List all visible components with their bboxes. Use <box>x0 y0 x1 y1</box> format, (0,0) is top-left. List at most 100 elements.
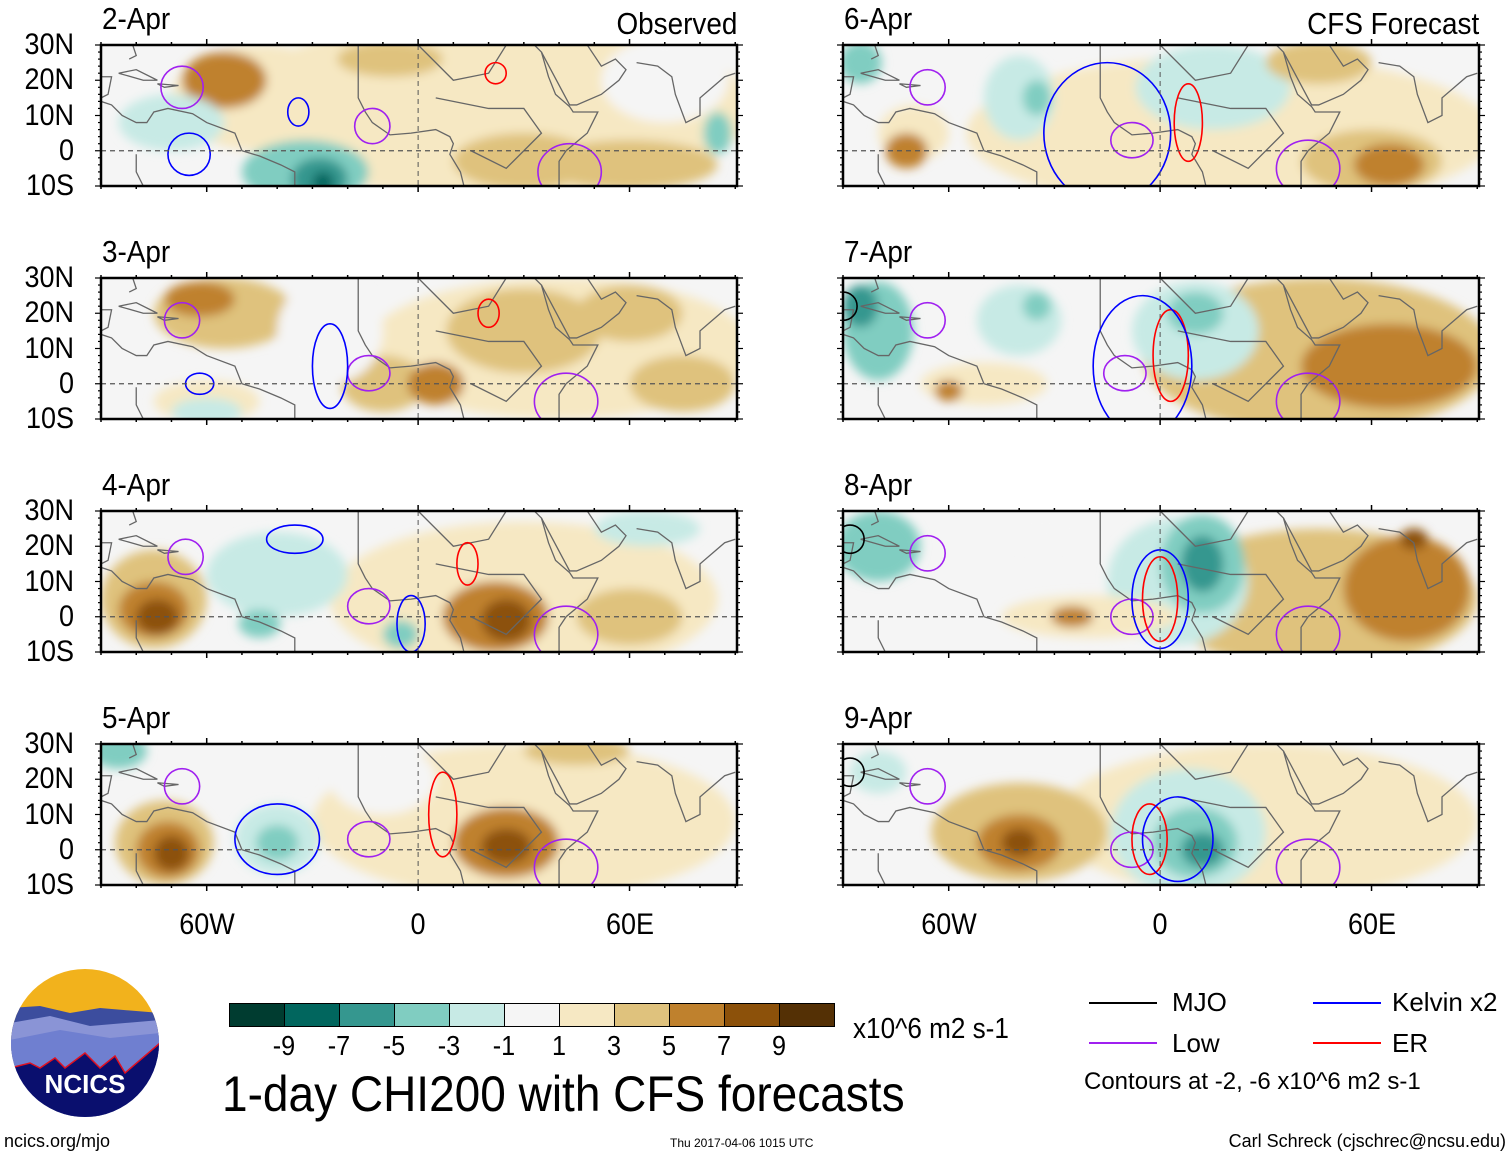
coastline <box>101 100 296 186</box>
coastline <box>540 744 627 805</box>
anomaly-region <box>1022 292 1051 321</box>
coastline <box>1159 278 1249 314</box>
coastline <box>1378 760 1478 823</box>
coastline <box>357 45 465 186</box>
anomaly-region <box>843 45 882 84</box>
coastline <box>435 330 543 403</box>
coastline <box>1099 744 1207 885</box>
lat-tick-label: 0 <box>58 599 74 633</box>
coastline <box>533 45 599 186</box>
anomaly-region <box>291 157 348 186</box>
coastline <box>843 309 855 332</box>
anomaly-map <box>95 738 743 891</box>
colorbar-swatch <box>340 1004 395 1026</box>
anomaly-region <box>976 285 1062 356</box>
coastline <box>435 563 543 636</box>
anomaly-region <box>1001 828 1037 857</box>
coastline <box>101 542 113 565</box>
coastline <box>870 45 880 60</box>
coastline <box>101 799 296 885</box>
coastline <box>1177 563 1285 636</box>
coastline <box>533 278 599 419</box>
coastline <box>843 333 1038 419</box>
timestamp: Thu 2017-04-06 1015 UTC <box>670 1136 814 1150</box>
anomaly-region <box>594 511 701 547</box>
er-contour <box>1131 803 1168 876</box>
anomaly-region <box>843 511 921 582</box>
anomaly-region <box>481 599 531 642</box>
anomaly-map <box>95 505 743 658</box>
lat-tick-label: 10N <box>24 98 74 132</box>
panel-frame <box>841 43 1481 188</box>
anomaly-region <box>523 744 630 766</box>
colorbar-swatch <box>395 1004 450 1026</box>
anomaly-region <box>934 380 963 402</box>
anomaly-map <box>837 738 1485 891</box>
colorbar-tick-label: 7 <box>716 1030 732 1061</box>
coastline <box>357 744 465 885</box>
colorbar-swatch <box>615 1004 670 1026</box>
coastline <box>877 620 886 652</box>
er-contour <box>1152 308 1190 403</box>
anomaly-region <box>206 532 348 617</box>
low-contour <box>1275 605 1341 652</box>
coastline <box>357 511 465 652</box>
panel-frame <box>841 742 1481 887</box>
er-legend-line <box>1313 1042 1381 1044</box>
coastline <box>118 767 158 780</box>
anomaly-region <box>983 55 1055 141</box>
cfs-forecast-label: CFS Forecast <box>1306 6 1479 41</box>
low-legend-line <box>1089 1042 1157 1044</box>
coastline <box>1275 45 1341 186</box>
lon-tick-label: 60E <box>1347 908 1396 941</box>
contours-note: Contours at -2, -6 x10^6 m2 s-1 <box>1084 1068 1421 1095</box>
low-contour <box>163 767 201 805</box>
anomaly-map <box>837 505 1485 658</box>
coastline <box>636 527 736 590</box>
coastline <box>417 744 507 780</box>
anomaly-map <box>95 272 743 425</box>
coastline <box>1378 527 1478 590</box>
colorbar <box>229 1003 835 1027</box>
anomaly-region <box>446 288 602 374</box>
low-contour <box>160 65 204 110</box>
anomaly-region <box>601 45 729 123</box>
panel-date-title: 3-Apr <box>102 234 171 269</box>
anomaly-region <box>153 835 190 871</box>
colorbar-tick-label: 5 <box>661 1030 677 1061</box>
anomaly-region <box>703 111 732 155</box>
kelvin-legend-line <box>1313 1002 1381 1004</box>
kelvin-contour <box>311 323 349 410</box>
low-contour <box>346 587 391 625</box>
anomaly-region <box>1181 535 1224 593</box>
lat-tick-label: 10N <box>24 564 74 598</box>
coastline <box>877 387 886 419</box>
low-contour <box>909 534 946 572</box>
coastline <box>157 316 179 321</box>
coastline <box>128 744 138 759</box>
coastline <box>1159 744 1249 780</box>
kelvin-contour <box>265 524 324 555</box>
colorbar-swatch <box>560 1004 615 1026</box>
low-legend-label: Low <box>1172 1028 1220 1058</box>
colorbar-tick-label: -3 <box>437 1030 461 1061</box>
observed-label: Observed <box>616 6 737 41</box>
lat-tick-label: 30N <box>24 261 74 294</box>
colorbar-tick-label: -7 <box>327 1030 351 1061</box>
logo-text: NCICS <box>45 1069 126 1099</box>
low-contour <box>533 605 599 652</box>
kelvin-contour <box>234 803 321 876</box>
coastline <box>860 301 900 314</box>
ncics-url[interactable]: ncics.org/mjo <box>4 1131 111 1151</box>
kelvin-legend-label: Kelvin x2 <box>1392 987 1498 1017</box>
low-contour <box>163 301 201 339</box>
anomaly-region <box>238 609 281 638</box>
panel-frame <box>99 742 739 887</box>
anomaly-region <box>330 744 436 815</box>
low-contour <box>909 301 946 339</box>
coastline <box>870 511 880 526</box>
coastline <box>435 796 543 869</box>
lon-tick-label: 60W <box>178 908 235 941</box>
coastline <box>101 309 113 332</box>
